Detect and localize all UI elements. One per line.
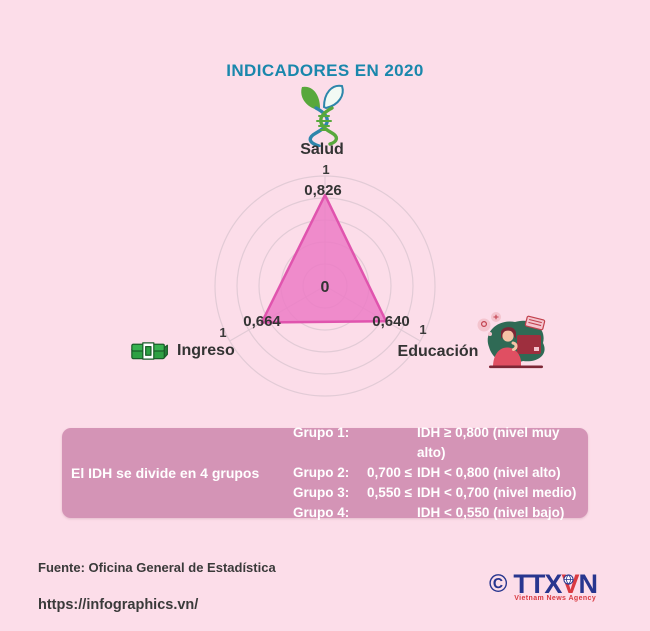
group-rule: IDH < 0,550 (nivel bajo) xyxy=(417,505,565,520)
logo-letter: X xyxy=(544,569,562,599)
group-rule: IDH ≥ 0,800 (nivel muy alto) xyxy=(417,425,560,460)
axis-label-educacion: Educación xyxy=(397,343,479,360)
group-lower-bound: 0,550 ≤ xyxy=(367,485,412,500)
legend-row-grupo-3: Grupo 3: 0,550 ≤ IDH < 0,700 (nivel medi… xyxy=(293,483,588,503)
group-name: Grupo 1: xyxy=(293,425,350,440)
copyright-icon: © xyxy=(489,570,508,598)
logo-letter-v: V xyxy=(561,571,579,598)
ttxvn-logo: T T X V N Vietnam News Agency xyxy=(513,569,598,603)
idh-groups-legend: El IDH se divide en 4 grupos Grupo 1: ID… xyxy=(62,425,588,520)
legend-row-grupo-4: Grupo 4: IDH < 0,550 (nivel bajo) xyxy=(293,503,588,523)
legend-groups-list: Grupo 1: IDH ≥ 0,800 (nivel muy alto) Gr… xyxy=(293,423,588,523)
agency-logo: © T T X V N Vietnam News Agency xyxy=(489,569,598,603)
legend-intro-text: El IDH se divide en 4 grupos xyxy=(71,465,260,481)
group-lower-bound: 0,700 ≤ xyxy=(367,465,412,480)
logo-letter: T xyxy=(528,569,545,599)
axis-max-tick-right: 1 xyxy=(419,322,427,337)
radar-chart xyxy=(214,175,436,397)
group-name: Grupo 2: xyxy=(293,465,350,480)
value-salud: 0,826 xyxy=(304,182,342,199)
source-url-link[interactable]: https://infographics.vn/ xyxy=(38,597,199,613)
axis-label-ingreso: Ingreso xyxy=(177,341,235,359)
group-lower-bound xyxy=(357,503,417,523)
globe-icon xyxy=(563,574,575,585)
axis-max-tick-top: 1 xyxy=(322,162,330,177)
education-icon xyxy=(477,312,546,369)
page-title: INDICADORES EN 2020 xyxy=(226,61,424,80)
logo-letter: T xyxy=(513,569,529,599)
axis-min-tick-center: 0 xyxy=(320,279,330,296)
value-ingreso: 0,664 xyxy=(243,313,281,330)
health-dna-icon xyxy=(301,84,344,147)
ttxvn-wordmark: T T X V N xyxy=(513,569,598,599)
axis-max-tick-left: 1 xyxy=(219,325,227,340)
logo-letter: N xyxy=(578,569,597,599)
group-rule: IDH < 0,800 (nivel alto) xyxy=(417,465,561,480)
legend-row-grupo-1: Grupo 1: IDH ≥ 0,800 (nivel muy alto) xyxy=(293,423,588,463)
group-name: Grupo 4: xyxy=(293,505,350,520)
value-educacion: 0,640 xyxy=(372,313,410,330)
group-lower-bound xyxy=(357,423,417,463)
money-icon xyxy=(131,342,168,360)
logo-tagline: Vietnam News Agency xyxy=(514,595,597,602)
radar-polygon xyxy=(260,193,388,324)
axis-group-ingreso: Ingreso xyxy=(130,340,235,361)
axis-label-salud: Salud xyxy=(300,141,344,158)
source-text: Fuente: Oficina General de Estadística xyxy=(38,560,276,575)
group-name: Grupo 3: xyxy=(293,485,350,500)
legend-row-grupo-2: Grupo 2: 0,700 ≤ IDH < 0,800 (nivel alto… xyxy=(293,463,588,483)
group-rule: IDH < 0,700 (nivel medio) xyxy=(417,485,577,500)
